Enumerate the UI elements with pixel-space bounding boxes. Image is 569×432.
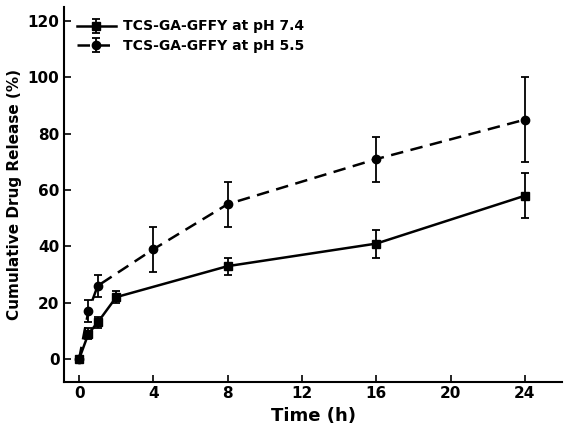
Legend: TCS-GA-GFFY at pH 7.4, TCS-GA-GFFY at pH 5.5: TCS-GA-GFFY at pH 7.4, TCS-GA-GFFY at pH… — [71, 14, 310, 59]
X-axis label: Time (h): Time (h) — [271, 407, 356, 425]
Y-axis label: Cumulative Drug Release (%): Cumulative Drug Release (%) — [7, 69, 22, 320]
